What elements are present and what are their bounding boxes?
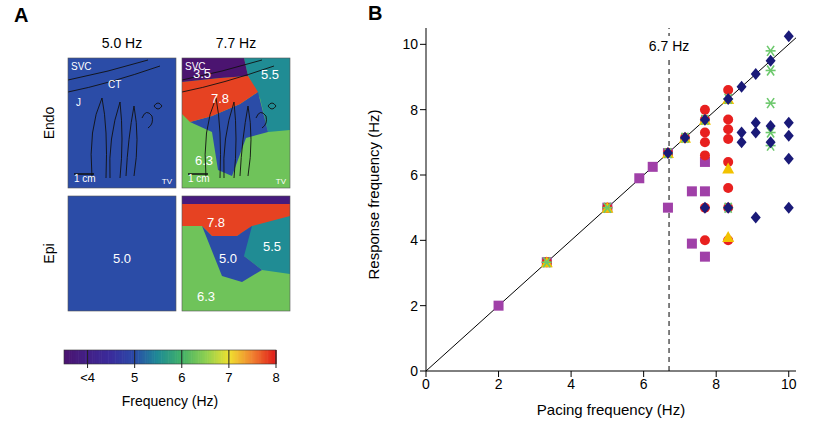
svg-text:2: 2 [495,376,503,392]
svg-text:5.5: 5.5 [263,239,281,254]
svg-text:0: 0 [410,363,418,379]
svg-text:4: 4 [567,376,575,392]
svg-text:6: 6 [178,370,185,385]
svg-text:<4: <4 [80,370,95,385]
svg-text:0: 0 [422,376,430,392]
svg-text:SVC: SVC [71,61,92,72]
svg-text:TV: TV [276,177,287,186]
svg-text:3.5: 3.5 [193,66,211,81]
svg-text:6.3: 6.3 [195,153,213,168]
svg-text:A: A [14,4,28,26]
svg-text:5: 5 [131,370,138,385]
svg-text:CT: CT [108,79,121,90]
svg-text:5.0: 5.0 [219,251,237,266]
svg-text:7.7 Hz: 7.7 Hz [216,35,256,51]
svg-text:5.5: 5.5 [261,67,279,82]
svg-text:7: 7 [225,370,232,385]
svg-text:J: J [76,97,81,108]
svg-text:Epi: Epi [41,243,57,263]
svg-text:6.3: 6.3 [197,289,215,304]
svg-text:10: 10 [781,376,797,392]
svg-text:6: 6 [410,167,418,183]
svg-text:5.0 Hz: 5.0 Hz [102,35,142,51]
svg-text:7.8: 7.8 [211,91,229,106]
svg-text:Endo: Endo [41,106,57,139]
svg-text:10: 10 [402,36,418,52]
svg-text:TV: TV [162,177,173,186]
svg-text:7.8: 7.8 [207,215,225,230]
svg-text:Pacing frequency (Hz): Pacing frequency (Hz) [537,401,685,418]
svg-text:6.7 Hz: 6.7 Hz [649,38,689,54]
svg-text:6: 6 [640,376,648,392]
svg-text:1 cm: 1 cm [188,173,210,184]
svg-text:4: 4 [410,232,418,248]
html-text:B: B [368,2,383,24]
svg-text:Frequency (Hz): Frequency (Hz) [122,393,218,409]
svg-text:5.0: 5.0 [113,251,131,266]
svg-text:Response frequency (Hz): Response frequency (Hz) [365,109,382,279]
svg-text:1 cm: 1 cm [74,173,96,184]
svg-text:8: 8 [410,102,418,118]
svg-text:8: 8 [712,376,720,392]
svg-text:8: 8 [272,370,279,385]
svg-text:2: 2 [410,298,418,314]
